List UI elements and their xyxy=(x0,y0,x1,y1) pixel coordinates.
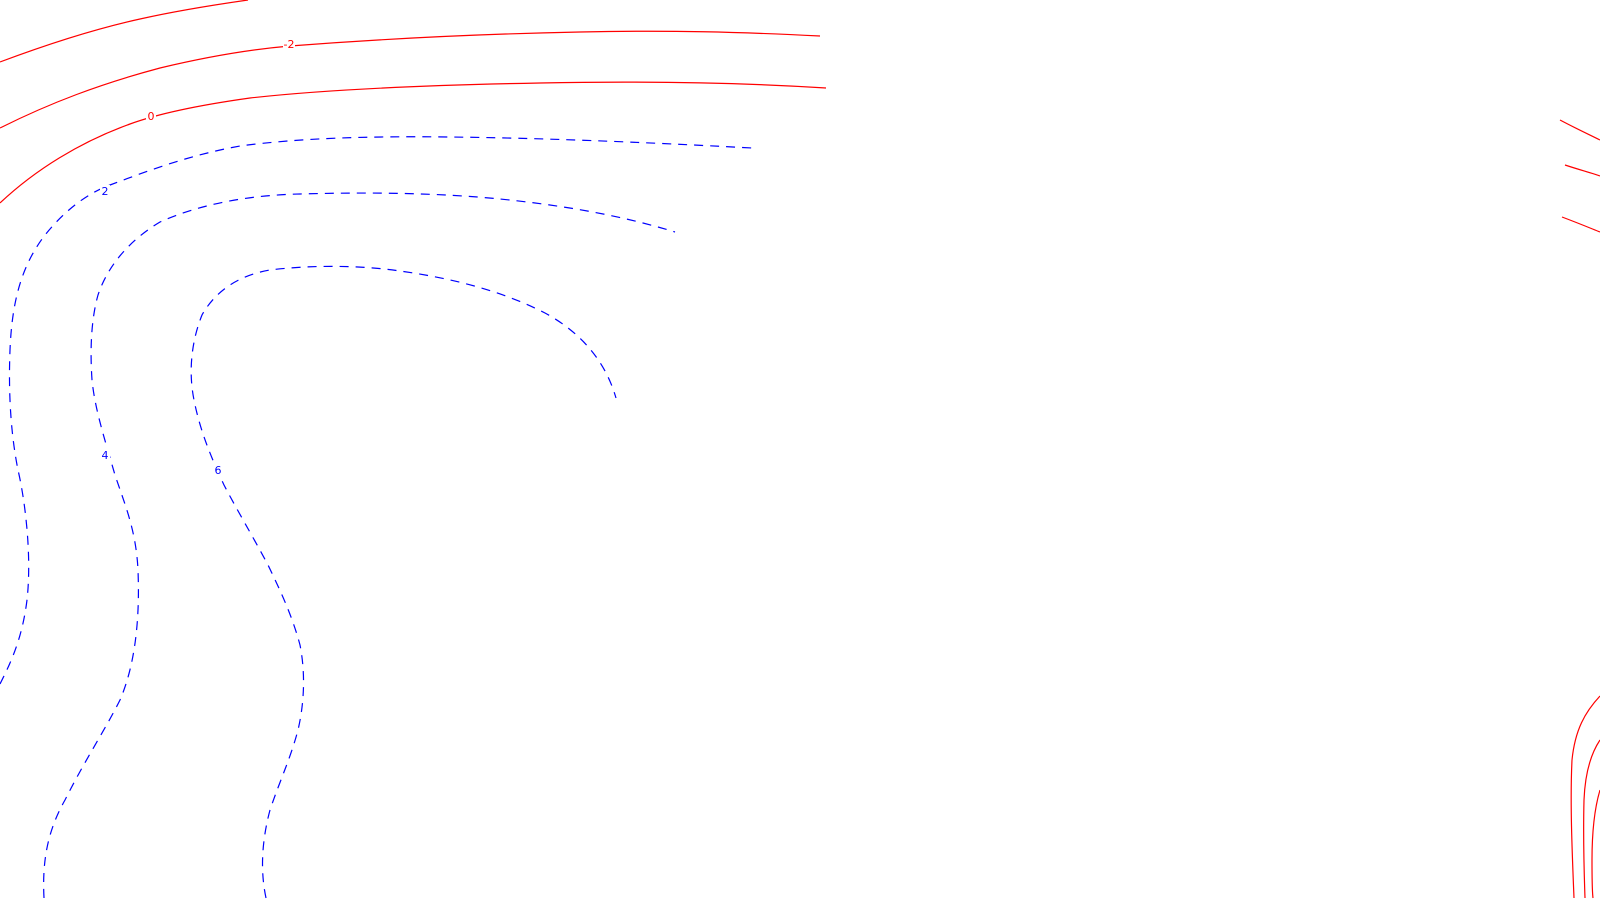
label-halo xyxy=(100,449,110,463)
contour-line-0 xyxy=(0,81,827,204)
label-halo xyxy=(213,464,223,478)
contour-line-right-lower-mid xyxy=(1582,739,1600,899)
contour-label-4: 4 xyxy=(102,449,109,462)
contour-line-minus-2 xyxy=(0,30,821,129)
contour-line-right-lower-outer xyxy=(1570,695,1600,899)
label-halo xyxy=(283,38,295,52)
contour-label-6: 6 xyxy=(215,464,222,477)
contour-line-upper-left-outermost xyxy=(0,0,249,63)
label-halo xyxy=(146,110,156,124)
contour-label-minus-2: -2 xyxy=(284,38,295,51)
contour-line-right-upper-a xyxy=(1559,119,1600,141)
contour-line-4 xyxy=(43,192,676,899)
contour-line-2 xyxy=(0,136,753,685)
contour-line-right-lower-inner xyxy=(1591,789,1600,899)
contour-line-6 xyxy=(190,265,617,899)
contour-label-2: 2 xyxy=(102,185,109,198)
contour-line-right-upper-c xyxy=(1561,216,1600,233)
contour-label-0: 0 xyxy=(148,110,155,123)
contour-line-right-upper-b xyxy=(1564,164,1600,177)
label-halo xyxy=(100,185,110,199)
